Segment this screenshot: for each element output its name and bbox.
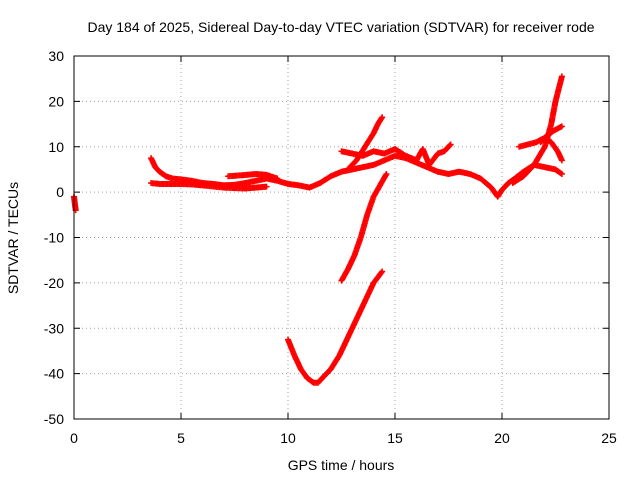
- x-tick-label: 15: [387, 430, 403, 446]
- data-point: [558, 157, 565, 164]
- series-group: [402, 141, 454, 168]
- series-group: [285, 268, 386, 386]
- y-axis-label: SDTVAR / TECUs: [5, 182, 21, 294]
- data-point: [274, 175, 281, 182]
- data-point: [383, 170, 390, 177]
- axis-ticks: 0 5 10 15 20 25 -50 -40 -30 -20 -10 0 10 20 30: [44, 48, 617, 446]
- y-tick-label: 20: [48, 93, 64, 109]
- series-group: [225, 170, 281, 182]
- data-point: [557, 170, 564, 177]
- data-point: [446, 142, 453, 149]
- y-tick-label: -40: [44, 366, 64, 382]
- y-tick-label: 10: [48, 139, 64, 155]
- y-tick-label: 0: [56, 184, 64, 200]
- data-point: [558, 170, 565, 177]
- y-tick-label: -20: [44, 275, 64, 291]
- x-tick-label: 10: [280, 430, 296, 446]
- chart-title: Day 184 of 2025, Sidereal Day-to-day VTE…: [87, 19, 594, 35]
- x-tick-label: 5: [177, 430, 185, 446]
- data-point: [379, 114, 386, 121]
- series-group: [516, 123, 565, 150]
- data-point: [263, 183, 270, 190]
- x-tick-label: 20: [494, 430, 510, 446]
- data-point: [558, 73, 565, 80]
- y-tick-label: 30: [48, 48, 64, 64]
- series-group: [148, 180, 270, 192]
- data-point: [558, 123, 565, 130]
- y-tick-label: -50: [44, 411, 64, 427]
- x-tick-label: 0: [70, 430, 78, 446]
- x-axis-label: GPS time / hours: [288, 457, 395, 473]
- data-point: [447, 141, 454, 148]
- data-point: [379, 268, 386, 275]
- series-group: [71, 193, 79, 214]
- x-tick-label: 25: [601, 430, 617, 446]
- y-tick-label: -10: [44, 230, 64, 246]
- data-point: [378, 269, 385, 276]
- series-group: [338, 170, 390, 284]
- grid: [74, 56, 609, 419]
- data-series: [71, 73, 565, 386]
- series-group: [537, 134, 565, 164]
- y-tick-label: -30: [44, 320, 64, 336]
